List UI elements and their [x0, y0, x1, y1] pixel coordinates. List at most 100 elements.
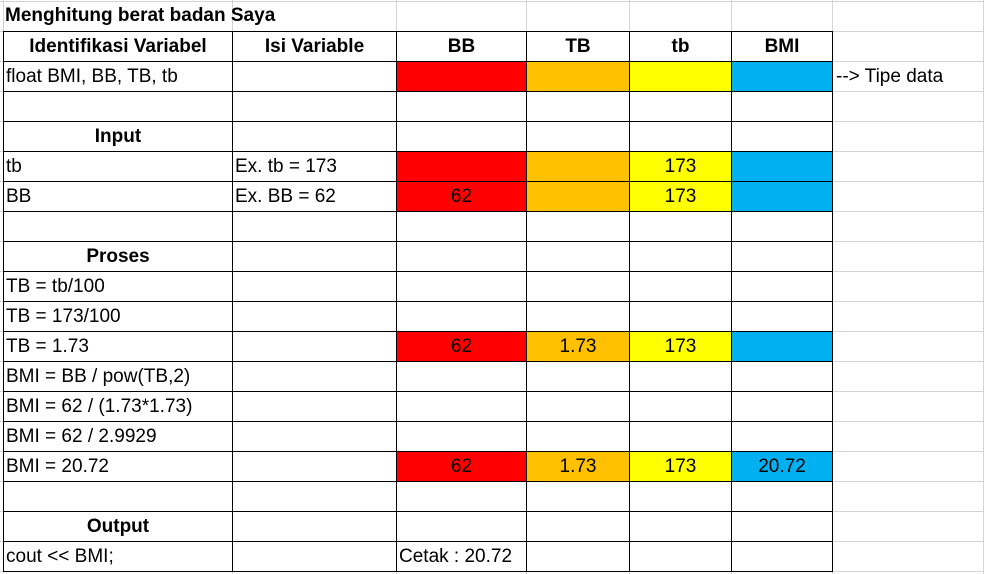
cell-variable[interactable]: Output	[3, 511, 233, 542]
cell-bmi[interactable]	[731, 421, 833, 452]
cell-bmi[interactable]	[731, 121, 833, 152]
cell-bmi[interactable]	[731, 61, 833, 92]
cell-variable[interactable]: BB	[3, 181, 233, 212]
cell-value[interactable]	[232, 331, 397, 362]
cell-variable[interactable]	[3, 211, 233, 242]
cell-variable[interactable]: BMI = 62 / (1.73*1.73)	[3, 391, 233, 422]
cell-bmi[interactable]	[731, 331, 833, 362]
cell-tb-lower[interactable]: 173	[629, 181, 732, 212]
cell-variable[interactable]: Proses	[3, 241, 233, 272]
cell-bb[interactable]	[396, 211, 527, 242]
cell-bmi[interactable]	[731, 301, 833, 332]
cell-tb-upper[interactable]: 1.73	[526, 451, 630, 482]
cell-variable[interactable]: BMI = 20.72	[3, 451, 233, 482]
cell-tb-lower[interactable]	[629, 301, 732, 332]
cell-bmi[interactable]	[731, 151, 833, 182]
cell-bb[interactable]	[396, 241, 527, 272]
cell-value[interactable]	[232, 421, 397, 452]
cell-bmi[interactable]	[731, 181, 833, 212]
cell-tb-lower[interactable]	[629, 271, 732, 302]
cell-bb[interactable]	[396, 361, 527, 392]
cell-bmi[interactable]	[731, 481, 833, 512]
cell-tb-lower[interactable]: 173	[629, 151, 732, 182]
cell-tb-lower[interactable]	[629, 511, 732, 542]
cell-value[interactable]	[232, 301, 397, 332]
cell-tb-upper[interactable]	[526, 301, 630, 332]
cell-bb[interactable]	[396, 481, 527, 512]
header-cell[interactable]: tb	[629, 31, 732, 62]
cell-value[interactable]	[232, 391, 397, 422]
cell-bb[interactable]	[396, 121, 527, 152]
cell-tb-upper[interactable]	[526, 391, 630, 422]
cell-tb-upper[interactable]	[526, 421, 630, 452]
cell-tb-lower[interactable]	[629, 241, 732, 272]
cell-tb-lower[interactable]	[629, 121, 732, 152]
cell-tb-upper[interactable]	[526, 271, 630, 302]
cell-variable[interactable]: Input	[3, 121, 233, 152]
cell-tb-upper[interactable]	[526, 151, 630, 182]
cell-tb-upper[interactable]	[526, 91, 630, 122]
cell-bb[interactable]: 62	[396, 331, 527, 362]
cell-tb-upper[interactable]	[526, 511, 630, 542]
cell-tb-upper[interactable]	[526, 61, 630, 92]
cell-tb-upper[interactable]	[526, 211, 630, 242]
cell-bmi[interactable]	[731, 271, 833, 302]
cell-bb[interactable]	[396, 271, 527, 302]
cell-tb-lower[interactable]	[629, 61, 732, 92]
cell-bb[interactable]	[396, 91, 527, 122]
cell-variable[interactable]: TB = 1.73	[3, 331, 233, 362]
header-cell[interactable]: Isi Variable	[232, 31, 397, 62]
cell-bmi[interactable]	[731, 391, 833, 422]
cell-variable[interactable]: tb	[3, 151, 233, 182]
cell-tb-lower[interactable]	[629, 391, 732, 422]
cell-bmi[interactable]	[731, 361, 833, 392]
cell-bb[interactable]	[396, 301, 527, 332]
cell-value[interactable]	[232, 91, 397, 122]
cell-tb-upper[interactable]: 1.73	[526, 331, 630, 362]
header-cell[interactable]: Identifikasi Variabel	[3, 31, 233, 62]
cell-variable[interactable]: TB = 173/100	[3, 301, 233, 332]
cell-variable[interactable]: cout << BMI;	[3, 541, 233, 572]
cell-bmi[interactable]	[731, 241, 833, 272]
cell-variable[interactable]: BMI = BB / pow(TB,2)	[3, 361, 233, 392]
cell-tb-upper[interactable]	[526, 361, 630, 392]
cell-tb-lower[interactable]: 173	[629, 331, 732, 362]
side-note[interactable]: --> Tipe data	[836, 66, 944, 87]
cell-tb-lower[interactable]	[629, 481, 732, 512]
cell-value[interactable]	[232, 211, 397, 242]
cell-bb[interactable]: 62	[396, 181, 527, 212]
cell-value[interactable]	[232, 541, 397, 572]
cell-tb-lower[interactable]	[629, 91, 732, 122]
cell-tb-upper[interactable]	[526, 241, 630, 272]
sheet-title[interactable]: Menghitung berat badan Saya	[5, 5, 276, 26]
cell-value[interactable]	[232, 451, 397, 482]
cell-variable[interactable]	[3, 91, 233, 122]
cell-bb[interactable]	[396, 511, 527, 542]
cell-variable[interactable]: BMI = 62 / 2.9929	[3, 421, 233, 452]
cell-variable[interactable]	[3, 481, 233, 512]
cell-variable[interactable]: TB = tb/100	[3, 271, 233, 302]
cell-tb-lower[interactable]	[629, 211, 732, 242]
cell-value[interactable]: Ex. tb = 173	[232, 151, 397, 182]
cell-bb[interactable]: 62	[396, 451, 527, 482]
header-cell[interactable]: BMI	[731, 31, 833, 62]
cell-bmi[interactable]	[731, 211, 833, 242]
cell-value[interactable]	[232, 511, 397, 542]
cell-bb[interactable]: Cetak : 20.72	[396, 541, 527, 572]
cell-bb[interactable]	[396, 421, 527, 452]
cell-value[interactable]: Ex. BB = 62	[232, 181, 397, 212]
header-cell[interactable]: TB	[526, 31, 630, 62]
cell-bb[interactable]	[396, 151, 527, 182]
cell-variable[interactable]: float BMI, BB, TB, tb	[3, 61, 233, 92]
cell-value[interactable]	[232, 61, 397, 92]
cell-tb-upper[interactable]	[526, 541, 630, 572]
cell-tb-lower[interactable]	[629, 421, 732, 452]
cell-bmi[interactable]: 20.72	[731, 451, 833, 482]
cell-value[interactable]	[232, 241, 397, 272]
cell-bb[interactable]	[396, 61, 527, 92]
cell-tb-lower[interactable]	[629, 361, 732, 392]
cell-value[interactable]	[232, 121, 397, 152]
cell-bmi[interactable]	[731, 541, 833, 572]
cell-tb-upper[interactable]	[526, 481, 630, 512]
cell-bmi[interactable]	[731, 511, 833, 542]
